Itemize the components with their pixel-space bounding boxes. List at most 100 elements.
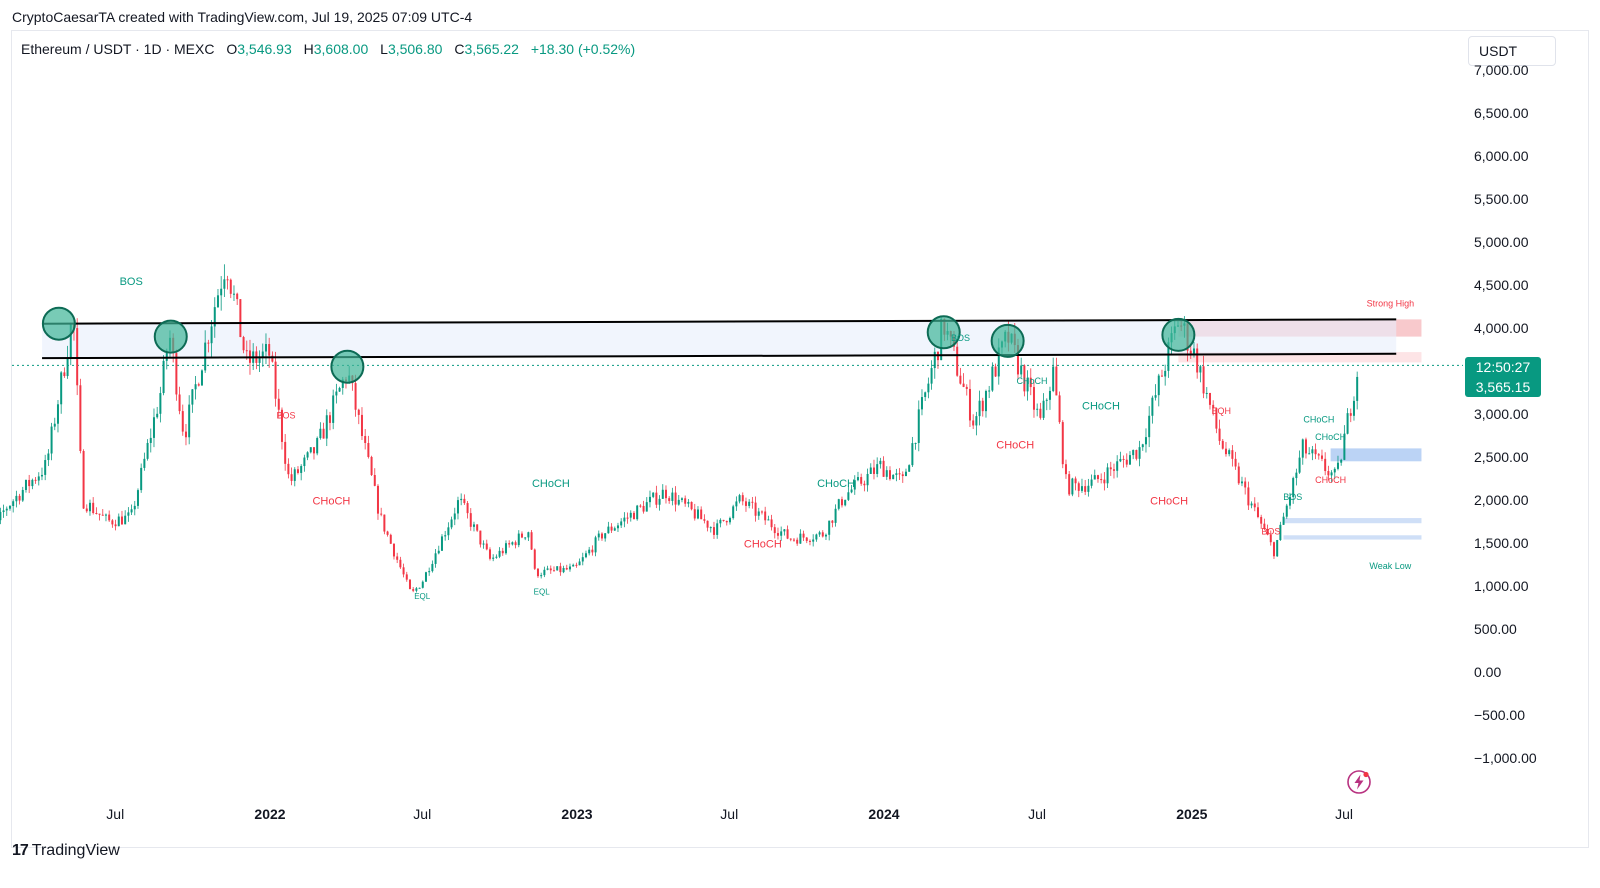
candle-body [597, 533, 600, 538]
touch-circle [990, 323, 1025, 358]
candle-body [719, 519, 722, 524]
candle-body [1052, 366, 1055, 391]
x-tick-label: 2025 [1176, 806, 1207, 822]
candle-body [152, 417, 155, 438]
candle-body [245, 350, 248, 352]
candle-body [258, 357, 261, 363]
candle-body [738, 495, 741, 502]
candle-body [1279, 524, 1282, 540]
y-tick-label: 3,000.00 [1474, 406, 1529, 422]
candle-body [447, 527, 450, 536]
y-tick-label: 6,500.00 [1474, 105, 1529, 121]
candle-body [18, 495, 21, 501]
candle-body [687, 501, 690, 504]
candle-body [930, 368, 933, 384]
candle-body [991, 366, 994, 391]
candle-body [700, 509, 703, 520]
candle-body [226, 279, 229, 281]
y-tick-label: −500.00 [1474, 707, 1525, 723]
candle-body [12, 501, 15, 507]
candle-body [376, 485, 379, 514]
candle-body [1352, 400, 1355, 416]
candle-body [386, 531, 389, 535]
candle-body [1109, 467, 1112, 470]
candle-body [1272, 542, 1275, 557]
candle-body [872, 467, 875, 474]
candle-body [354, 383, 357, 410]
candle-body [1122, 458, 1125, 460]
candle-body [1160, 375, 1163, 377]
candle-body [1256, 507, 1259, 518]
tradingview-brand[interactable]: 17 TradingView [12, 840, 120, 862]
currency-selector[interactable]: USDT [1468, 36, 1556, 66]
candle-body [975, 416, 978, 426]
candle-body [479, 530, 482, 545]
candle-body [962, 383, 965, 387]
lightning-icon[interactable] [1346, 769, 1372, 795]
candle-body [290, 474, 293, 481]
candle-body [1100, 479, 1103, 481]
candle-body [117, 516, 120, 527]
candle-body [1087, 485, 1090, 492]
candle-body [261, 351, 264, 358]
y-tick-label: 2,000.00 [1474, 492, 1529, 508]
candle-body [850, 489, 853, 493]
candle-body [383, 514, 386, 532]
candle-body [162, 360, 165, 394]
candle-body [984, 391, 987, 412]
candle-body [229, 279, 232, 294]
candle-body [402, 567, 405, 575]
candle-body [815, 534, 818, 540]
touch-circle [926, 315, 961, 350]
candle-body [1068, 474, 1071, 495]
candle-body [175, 353, 178, 395]
candle-body [111, 520, 114, 525]
candle-body [389, 534, 392, 544]
candle-body [1324, 458, 1327, 472]
candle-body [863, 483, 866, 486]
candle-body [1301, 439, 1304, 458]
candle-body [684, 498, 687, 504]
candle-body [188, 404, 191, 438]
candle-body [1205, 392, 1208, 394]
structure-label: EQL [534, 588, 551, 597]
candle-body [1218, 428, 1221, 441]
candle-body [284, 441, 287, 464]
candle-body [1135, 450, 1138, 459]
candle-body [328, 415, 331, 423]
candle-body [543, 569, 546, 576]
candle-body [88, 502, 91, 512]
symbol-label[interactable]: Ethereum / USDT · 1D · MEXC [21, 41, 215, 57]
candle-body [908, 465, 911, 472]
candle-body [1224, 448, 1227, 455]
candle-body [431, 563, 434, 572]
candle-body [136, 490, 139, 506]
candle-body [264, 344, 267, 352]
open-key: O [226, 41, 238, 57]
candle-body [1116, 461, 1119, 471]
candle-body [1196, 348, 1199, 373]
candle-body [472, 524, 475, 527]
y-tick-label: 4,000.00 [1474, 320, 1529, 336]
candle-body [664, 489, 667, 499]
candle-body [1189, 350, 1192, 354]
candle-body [488, 549, 491, 559]
candle-body [197, 384, 200, 386]
candle-body [1020, 365, 1023, 375]
candle-body [15, 495, 18, 502]
candle-body [405, 574, 408, 580]
candle-body [1026, 377, 1029, 392]
structure-label: CHoCH [532, 478, 570, 490]
candle-body [466, 503, 469, 514]
candle-body [911, 443, 914, 466]
candle-body [1103, 479, 1106, 484]
candle-body [501, 550, 504, 554]
resistance-band [42, 319, 1397, 359]
low-value: 3,506.80 [387, 41, 443, 57]
candle-body [8, 506, 11, 509]
candle-body [527, 532, 530, 538]
candle-body [690, 501, 693, 510]
candle-body [728, 518, 731, 523]
candle-body [914, 442, 917, 444]
